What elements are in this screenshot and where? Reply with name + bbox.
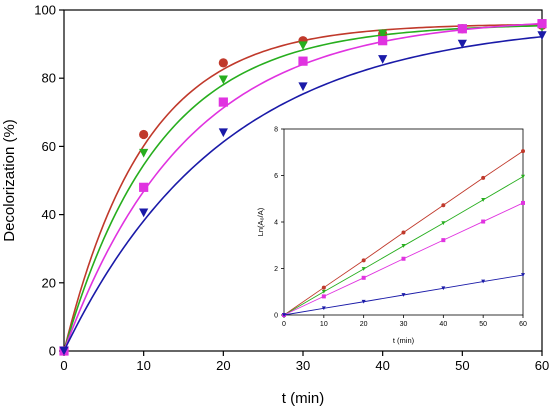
- inset-series-2-point: [361, 267, 366, 271]
- inset-series-3-point: [481, 219, 486, 224]
- inset-series-2-point: [321, 289, 326, 294]
- main-y-tick-label: 40: [42, 207, 56, 222]
- inset-series-4-point: [521, 273, 525, 277]
- inset-plot-frame: [283, 128, 524, 316]
- inset-series-4-point: [401, 293, 406, 297]
- main-series-1-point: [139, 129, 149, 140]
- main-series-2-point: [139, 148, 149, 158]
- main-series-3-point: [139, 182, 149, 192]
- inset-series-2-point: [521, 174, 525, 179]
- main-x-tick-label: 30: [296, 358, 310, 373]
- inset-y-tick-label: 2: [274, 266, 278, 273]
- main-x-tick-label: 0: [60, 358, 67, 373]
- inset-series-4-point: [441, 286, 446, 291]
- main-series-4-point: [537, 31, 547, 40]
- inset-series-3-point: [401, 256, 406, 261]
- main-series-4-point: [457, 39, 467, 49]
- main-series-3-point: [537, 19, 547, 29]
- inset-x-tick-label: 0: [282, 321, 286, 328]
- inset-x-tick-label: 30: [400, 321, 408, 328]
- inset-series-2-point: [481, 198, 486, 202]
- main-series-3-point: [298, 56, 308, 66]
- inset-series-4-point: [321, 306, 326, 311]
- inset-x-tick-label: 20: [360, 321, 368, 328]
- inset-x-axis-title: t (min): [393, 336, 415, 345]
- inset-series-4-point: [282, 313, 286, 317]
- main-series-3-point: [218, 97, 228, 107]
- main-series-4-point: [298, 82, 308, 92]
- main-x-tick-label: 60: [535, 358, 549, 373]
- inset-x-tick-label: 10: [320, 321, 328, 328]
- inset-plot: 0 10 20 30 40 50 60 0 2 4 6 8 t (min) Ln(A₀/A): [256, 127, 527, 346]
- inset-y-tick-label: 6: [274, 173, 278, 180]
- main-y-tick-label: 0: [49, 344, 56, 359]
- inset-y-tick-label: 4: [274, 220, 278, 227]
- inset-x-tick-label: 50: [479, 321, 487, 328]
- main-series-2-point: [218, 75, 228, 85]
- main-series-3-point: [457, 24, 467, 34]
- inset-series-3-point: [321, 294, 326, 299]
- main-y-tick-label: 100: [34, 3, 56, 18]
- inset-series-2-point: [441, 221, 446, 226]
- inset-y-tick-label: 8: [274, 127, 278, 134]
- inset-series-1-point: [481, 175, 486, 180]
- main-series-4-point: [59, 346, 69, 356]
- main-series-1-point: [218, 58, 228, 68]
- inset-y-axis-title: Ln(A₀/A): [256, 207, 265, 236]
- main-x-tick-label: 50: [455, 358, 469, 373]
- main-series-4-point: [218, 128, 228, 138]
- inset-series-1-point: [521, 149, 525, 154]
- main-x-tick-label: 20: [216, 358, 230, 373]
- inset-series-2-point: [401, 244, 406, 248]
- main-series-4-point: [378, 55, 388, 64]
- inset-series-1-point: [401, 230, 406, 235]
- main-x-axis-title: t (min): [282, 390, 325, 407]
- inset-x-tick-label: 40: [439, 321, 447, 328]
- main-y-tick-label: 20: [42, 275, 56, 290]
- inset-x-tick-label: 60: [519, 321, 527, 328]
- main-series-4-point: [139, 208, 149, 218]
- main-y-tick-label: 80: [42, 71, 56, 86]
- main-series-2-point: [378, 29, 388, 39]
- inset-series-3-point: [441, 238, 446, 243]
- main-series-2-point: [298, 41, 308, 51]
- inset-y-tick-label: 0: [274, 313, 278, 320]
- inset-series-4-point: [481, 279, 486, 284]
- inset-series-3-point: [521, 200, 525, 205]
- inset-series-1-point: [321, 285, 326, 290]
- main-x-tick-label: 40: [375, 358, 389, 373]
- inset-series-3-point: [361, 275, 366, 280]
- inset-series-4-point: [361, 299, 366, 304]
- main-x-tick-label: 10: [136, 358, 150, 373]
- inset-series-1-point: [361, 258, 366, 263]
- main-y-tick-label: 60: [42, 139, 56, 154]
- inset-series-1-point: [441, 203, 446, 208]
- main-y-axis-title: Decolorization (%): [1, 119, 18, 242]
- main-series-3-point: [378, 36, 388, 46]
